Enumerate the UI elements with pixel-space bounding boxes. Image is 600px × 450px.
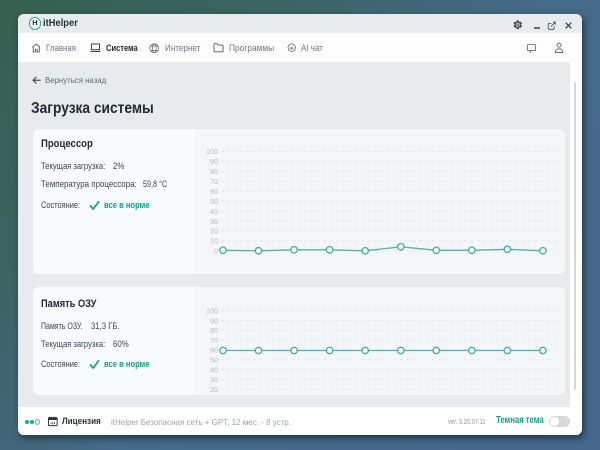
svg-text:80: 80 (210, 326, 218, 335)
svg-text:100: 100 (206, 307, 218, 316)
svg-text:40: 40 (210, 207, 218, 216)
svg-text:0: 0 (214, 247, 218, 256)
svg-text:90: 90 (210, 157, 218, 166)
svg-text:50: 50 (210, 356, 218, 365)
svg-text:50: 50 (210, 197, 218, 206)
svg-text:70: 70 (210, 177, 218, 186)
svg-text:70: 70 (210, 336, 218, 345)
svg-text:30: 30 (210, 375, 218, 384)
svg-text:30: 30 (210, 217, 218, 226)
svg-text:20: 20 (210, 385, 218, 394)
svg-text:10: 10 (210, 237, 218, 246)
svg-text:40: 40 (210, 365, 218, 374)
svg-text:60: 60 (210, 187, 218, 196)
svg-text:60: 60 (210, 346, 218, 355)
svg-text:80: 80 (210, 167, 218, 176)
svg-text:ai: ai (289, 46, 293, 51)
svg-text:90: 90 (210, 316, 218, 325)
svg-text:20: 20 (210, 227, 218, 236)
svg-text:100: 100 (206, 147, 218, 156)
